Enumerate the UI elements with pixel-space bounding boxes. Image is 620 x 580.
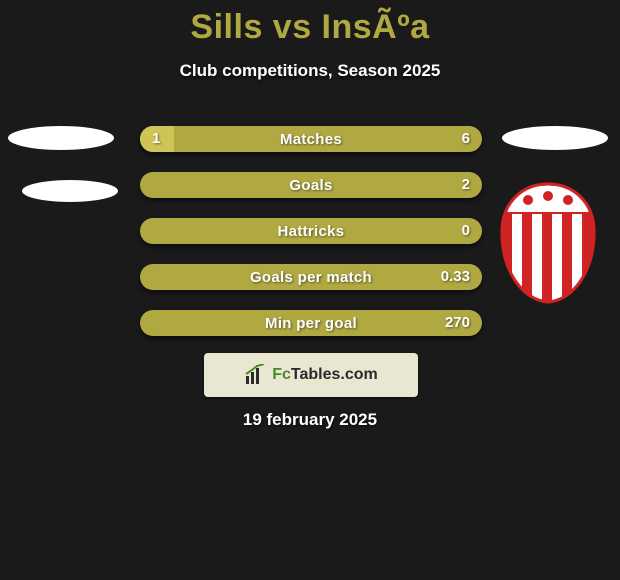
stat-right-value: 270 xyxy=(445,310,470,336)
footer-date: 19 february 2025 xyxy=(0,410,620,430)
brand-prefix: Fc xyxy=(272,366,291,383)
brand-suffix: Tables.com xyxy=(291,366,378,383)
stat-label: Min per goal xyxy=(265,315,357,332)
left-crest-placeholder-1 xyxy=(8,126,114,150)
stat-right-value: 0 xyxy=(462,218,470,244)
stat-left-value: 1 xyxy=(152,126,160,152)
left-crest-placeholder-2 xyxy=(22,180,118,202)
stat-row-hattricks: Hattricks 0 xyxy=(140,218,482,244)
stat-label: Goals xyxy=(289,177,332,194)
stat-right-value: 0.33 xyxy=(441,264,470,290)
page-title: Sills vs InsÃºa xyxy=(0,0,620,47)
brand-box[interactable]: FcTables.com xyxy=(204,353,418,397)
stat-row-goals-per-match: Goals per match 0.33 xyxy=(140,264,482,290)
stat-row-min-per-goal: Min per goal 270 xyxy=(140,310,482,336)
stat-label: Matches xyxy=(280,131,342,148)
stat-right-value: 2 xyxy=(462,172,470,198)
page-subtitle: Club competitions, Season 2025 xyxy=(0,61,620,81)
stat-right-value: 6 xyxy=(462,126,470,152)
stats-list: 1 Matches 6 Goals 2 Hattricks 0 Goals pe… xyxy=(140,126,482,356)
stat-row-matches: 1 Matches 6 xyxy=(140,126,482,152)
stat-row-goals: Goals 2 xyxy=(140,172,482,198)
stat-label: Goals per match xyxy=(250,269,372,286)
right-crest-placeholder xyxy=(502,126,608,150)
chart-icon xyxy=(244,364,266,386)
right-team-crest xyxy=(498,182,598,304)
stat-label: Hattricks xyxy=(278,223,345,240)
brand-text: FcTables.com xyxy=(272,366,378,384)
comparison-card: Sills vs InsÃºa Club competitions, Seaso… xyxy=(0,0,620,580)
